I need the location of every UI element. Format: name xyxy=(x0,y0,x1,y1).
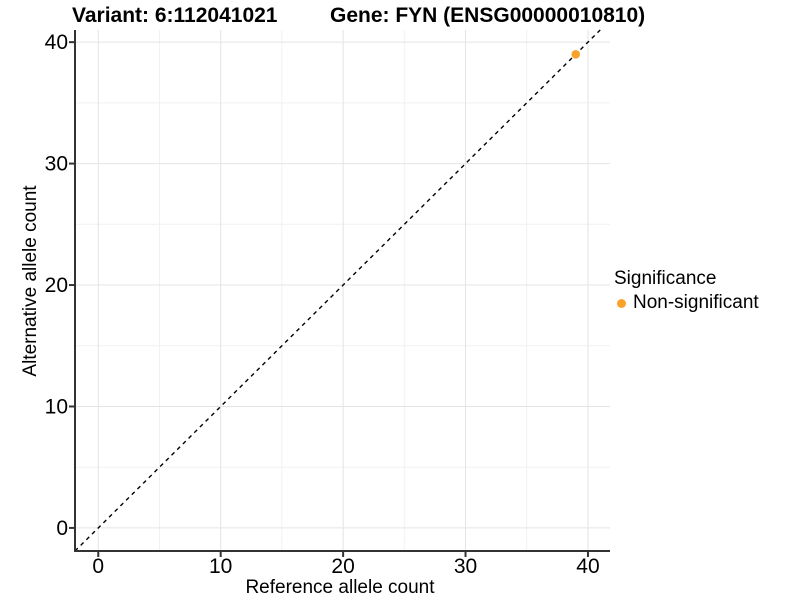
variant-title: Variant: 6:112041021 xyxy=(72,4,278,27)
y-axis-title: Alternative allele count xyxy=(20,185,41,377)
data-point xyxy=(571,49,581,59)
y-tick-label: 30 xyxy=(45,153,68,176)
legend-marker-dot-icon xyxy=(617,298,626,308)
legend: Significance Non-significant xyxy=(614,268,759,314)
y-tick-label: 40 xyxy=(45,31,68,54)
x-tick-label: 20 xyxy=(331,555,354,578)
y-tick-label: 20 xyxy=(45,274,68,297)
y-tick-label: 10 xyxy=(45,395,68,418)
legend-title: Significance xyxy=(614,268,717,289)
legend-item-label: Non-significant xyxy=(633,292,759,313)
x-tick-label: 30 xyxy=(454,555,477,578)
x-tick-label: 40 xyxy=(576,555,599,578)
x-tick-label: 0 xyxy=(92,555,104,578)
gene-title: Gene: FYN (ENSG00000010810) xyxy=(330,4,646,27)
legend-item-non-significant: Non-significant xyxy=(614,292,759,314)
y-tick-label: 0 xyxy=(56,517,68,540)
x-axis-title: Reference allele count xyxy=(245,577,435,598)
identity-line xyxy=(74,29,601,552)
x-tick-label: 10 xyxy=(209,555,232,578)
